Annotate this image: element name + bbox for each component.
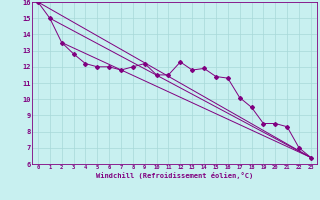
X-axis label: Windchill (Refroidissement éolien,°C): Windchill (Refroidissement éolien,°C) [96, 172, 253, 179]
